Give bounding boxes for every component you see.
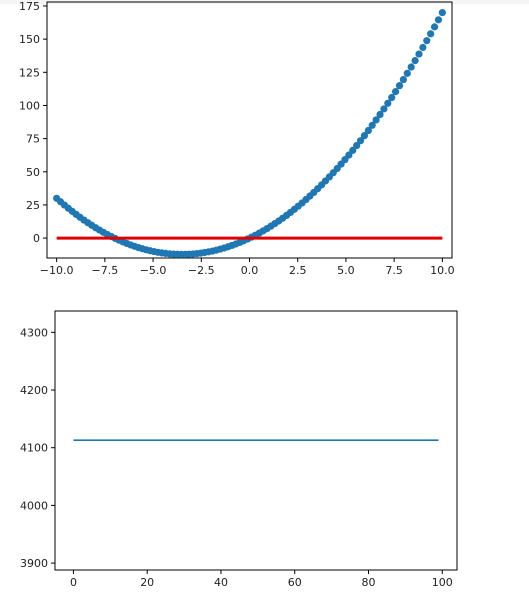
top-scatter-chart: −10.0 −7.5 −5.0 −2.5 0.0 2.5 5.0 7.5 10.0 0 25 50 75… [19, 0, 455, 277]
x-tick-label: 80 [361, 576, 375, 589]
scatter-point [364, 126, 372, 135]
scatter-point [399, 75, 407, 84]
scatter-point [356, 137, 365, 145]
scatter-point [430, 23, 439, 31]
y-tick-label: 175 [19, 0, 40, 13]
y-tick-label: 4000 [20, 499, 48, 512]
scatter-point [349, 146, 357, 154]
y-tick-label: 100 [19, 99, 40, 112]
scatter-point [392, 88, 400, 96]
y-tick-label: 0 [33, 232, 40, 245]
scatter-point [353, 141, 361, 150]
y-tick-label: 125 [19, 66, 40, 79]
scatter-point [407, 63, 415, 71]
scatter-point [415, 50, 423, 58]
x-tick-label: 0 [70, 576, 77, 589]
x-tick-label: −2.5 [188, 264, 215, 277]
x-tick-label: 5.0 [337, 264, 355, 277]
y-tick-label: 3900 [20, 557, 48, 570]
scatter-point [388, 93, 396, 102]
y-tick-label: 25 [26, 199, 40, 212]
scatter-point [438, 9, 446, 17]
scatter-point [384, 99, 392, 107]
scatter-point [434, 16, 443, 24]
y-tick-label: 4200 [20, 384, 48, 397]
x-tick-label: 2.5 [289, 264, 307, 277]
scatter-point [368, 121, 376, 129]
x-tick-label: 40 [214, 576, 228, 589]
y-tick-label: 75 [26, 133, 40, 146]
x-tick-label: −7.5 [91, 264, 118, 277]
scatter-point [403, 69, 411, 77]
scatter-point [427, 30, 435, 38]
scatter-point [423, 37, 431, 45]
x-tick-label: 0.0 [241, 264, 259, 277]
plot-frame [46, 1, 453, 259]
x-tick-label: 10.0 [430, 264, 455, 277]
x-tick-label: −10.0 [40, 264, 74, 277]
scatter-point [419, 43, 427, 52]
x-tick-label: 100 [432, 576, 453, 589]
scatter-point [395, 82, 404, 90]
x-tick-label: 20 [140, 576, 154, 589]
y-tick-label: 4100 [20, 442, 48, 455]
x-tick-label: 7.5 [385, 264, 403, 277]
y-tick-label: 50 [26, 166, 40, 179]
y-tick-label: 4300 [20, 326, 48, 339]
plot-frame [54, 310, 458, 571]
scatter-point [376, 110, 384, 119]
x-tick-label: 60 [288, 576, 302, 589]
scatter-point [360, 132, 369, 140]
bottom-line-chart: 0 20 40 60 80 100 3900 4000 4100 4200 4300 [20, 310, 458, 589]
y-tick-label: 150 [19, 33, 40, 46]
scatter-point [411, 57, 419, 65]
scatter-point [380, 105, 388, 113]
x-tick-label: −5.0 [140, 264, 167, 277]
scatter-point [372, 116, 380, 124]
